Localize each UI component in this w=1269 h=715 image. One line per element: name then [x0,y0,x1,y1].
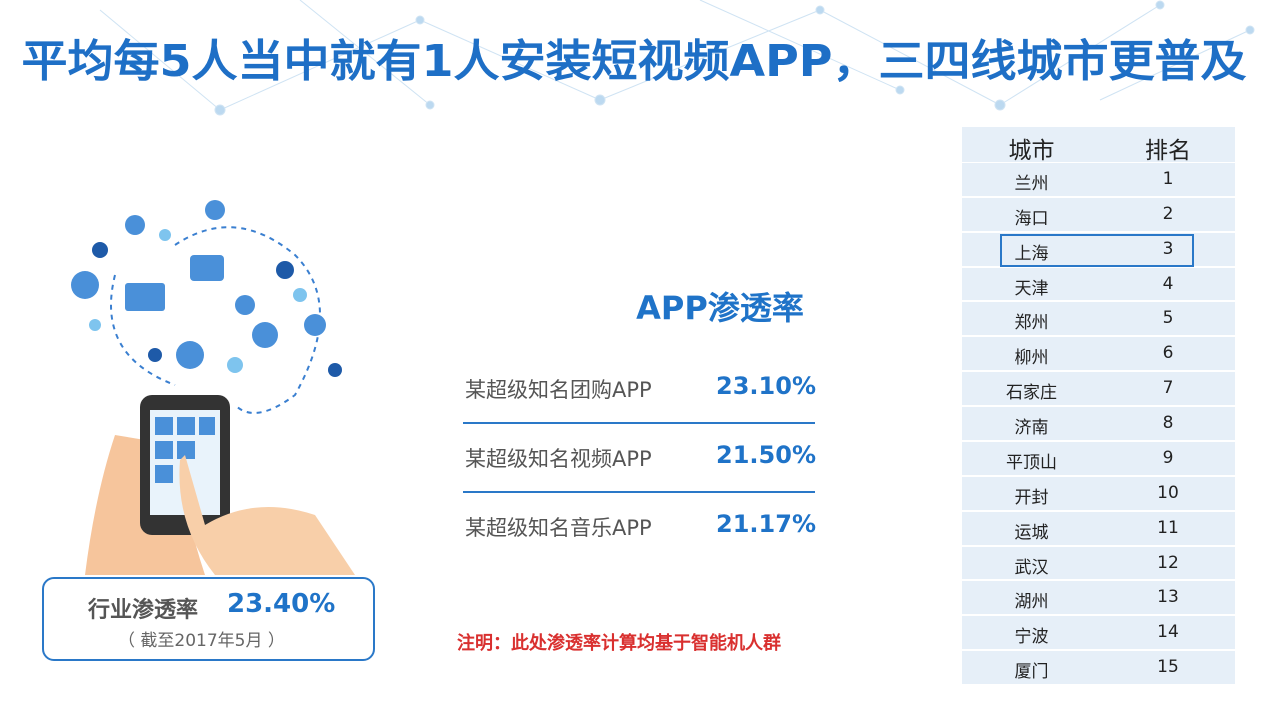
table-cell: 石家庄 [1006,383,1057,404]
header-bg [962,127,1235,162]
industry-note: （ 截至2017年5月 ） [118,631,285,651]
row-bg [962,441,1235,475]
table-cell: 3 [1162,238,1174,259]
row-bg [962,581,1235,615]
row-bg [962,546,1235,580]
table-cell: 开封 [1014,487,1049,508]
table-cell: 武汉 [1014,557,1049,578]
table-cell: 海口 [1014,208,1049,229]
header-decoration: 平均每5人当中就有1人安装短视频APP，三四线城市更普及 [22,0,1255,116]
app-name: 某超级知名团购APP [465,378,652,402]
table-cell: 厦门 [1014,662,1049,683]
app-name: 某超级知名视频APP [465,447,652,471]
table-cell: 湖州 [1014,592,1049,613]
row-bg [962,407,1235,440]
table-cell: 10 [1157,482,1179,503]
penetration-heading: APP渗透率 [636,289,804,327]
divider [463,422,815,424]
table-cell: 6 [1162,343,1174,364]
row-bg [962,511,1235,545]
table-cell: 宁波 [1014,627,1049,648]
header-cell: 城市 [1008,138,1055,164]
industry-box [42,577,375,661]
row-bg [962,616,1235,650]
table-cell: 天津 [1014,278,1049,299]
table-cell: 2 [1162,203,1174,224]
illustration [71,200,355,575]
table-cell: 4 [1162,273,1174,294]
table-cell: 柳州 [1014,348,1049,369]
row-bg [962,163,1235,196]
table-cell: 14 [1157,622,1179,643]
table-cell: 5 [1162,308,1174,329]
highlight [1000,233,1194,267]
table-cell: 郑州 [1014,313,1049,334]
table-cell: 平顶山 [1006,452,1057,473]
row-bg [962,651,1235,684]
title: 平均每5人当中就有1人安装短视频APP，三四线城市更普及 [22,36,1247,87]
row-bg [962,302,1235,336]
table-cell: 15 [1157,657,1179,678]
row-bg [962,372,1235,406]
table-cell: 济南 [1014,418,1049,439]
table-cell: 13 [1157,587,1179,608]
app-rate: 21.17% [716,510,816,538]
industry-value: 23.40% [227,589,336,619]
table-cell: 7 [1162,378,1174,399]
row-bg [962,267,1235,301]
app-rate: 21.50% [716,441,816,469]
table-cell: 9 [1162,447,1174,468]
ranking-table: 城市 排名兰州 1 海口 2 上海 3 天津 4 郑州 5 柳州 6 石家庄 7 济南 8 平顶山 9 开封 10 运城 1… [962,127,1235,685]
divider [463,491,815,493]
table-cell: 1 [1162,169,1174,189]
header-cell: 排名 [1145,138,1191,164]
table-cell: 上海 [1014,243,1049,264]
row-bg [962,197,1235,231]
table-cell: 兰州 [1014,174,1049,194]
row-bg [962,337,1235,371]
row-bg [962,476,1235,510]
table-cell: 8 [1162,413,1174,434]
industry-label: 行业渗透率 [88,598,199,623]
footnote: 注明：此处渗透率计算均基于智能机人群 [457,633,781,654]
table-cell: 12 [1157,552,1179,573]
app-name: 某超级知名音乐APP [465,516,652,540]
table-cell: 运城 [1014,522,1049,543]
table-cell: 11 [1157,517,1179,538]
app-rate: 23.10% [716,372,816,400]
row-bg [962,232,1235,266]
